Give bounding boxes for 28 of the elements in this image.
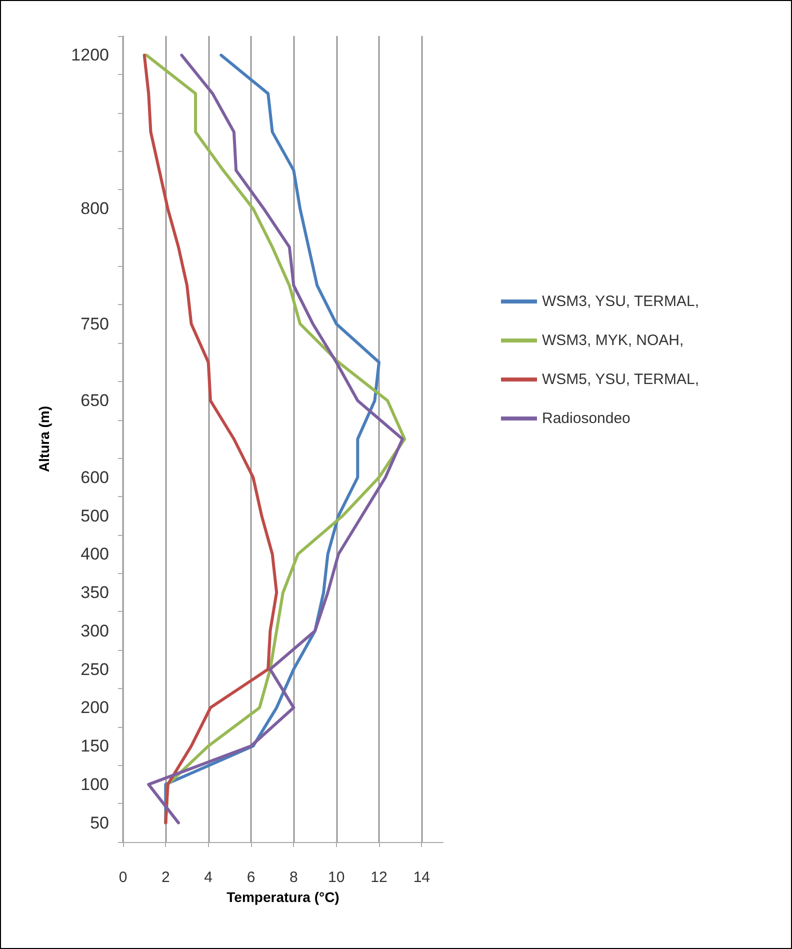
y-tick-label: 350 (80, 583, 109, 602)
x-tick-label: 12 (370, 869, 388, 886)
x-axis-title: Temperatura (°C) (226, 888, 340, 905)
legend-label: Radiosondeo (542, 410, 630, 427)
x-tick-label: 2 (161, 869, 170, 886)
y-tick-label: 250 (80, 660, 109, 679)
y-tick-label: 50 (90, 813, 109, 832)
x-tick-label: 0 (118, 869, 128, 886)
y-tick-label: 800 (80, 199, 109, 218)
y-tick-label: 300 (80, 621, 109, 640)
y-tick-label: 600 (80, 468, 109, 487)
y-tick-label: 750 (80, 314, 109, 334)
x-tick-label: 4 (204, 869, 213, 886)
y-tick-label: 400 (80, 544, 109, 564)
x-tick-label: 8 (289, 869, 298, 886)
x-tick-label: 6 (246, 869, 256, 886)
legend-label: WSM3, YSU, TERMAL, (542, 293, 699, 310)
y-tick-label: 100 (80, 774, 109, 794)
y-tick-label: 1200 (71, 46, 109, 65)
y-tick-label: 150 (80, 736, 109, 756)
x-tick-label: 10 (328, 869, 345, 886)
x-tick-label: 14 (413, 869, 430, 886)
y-tick-label: 500 (80, 506, 109, 526)
legend-label: WSM3, MYK, NOAH, (542, 332, 684, 349)
legend-label: WSM5, YSU, TERMAL, (542, 371, 699, 388)
y-tick-label: 650 (80, 391, 109, 410)
y-axis-title: Altura (m) (36, 406, 52, 472)
y-tick-label: 200 (80, 698, 109, 718)
